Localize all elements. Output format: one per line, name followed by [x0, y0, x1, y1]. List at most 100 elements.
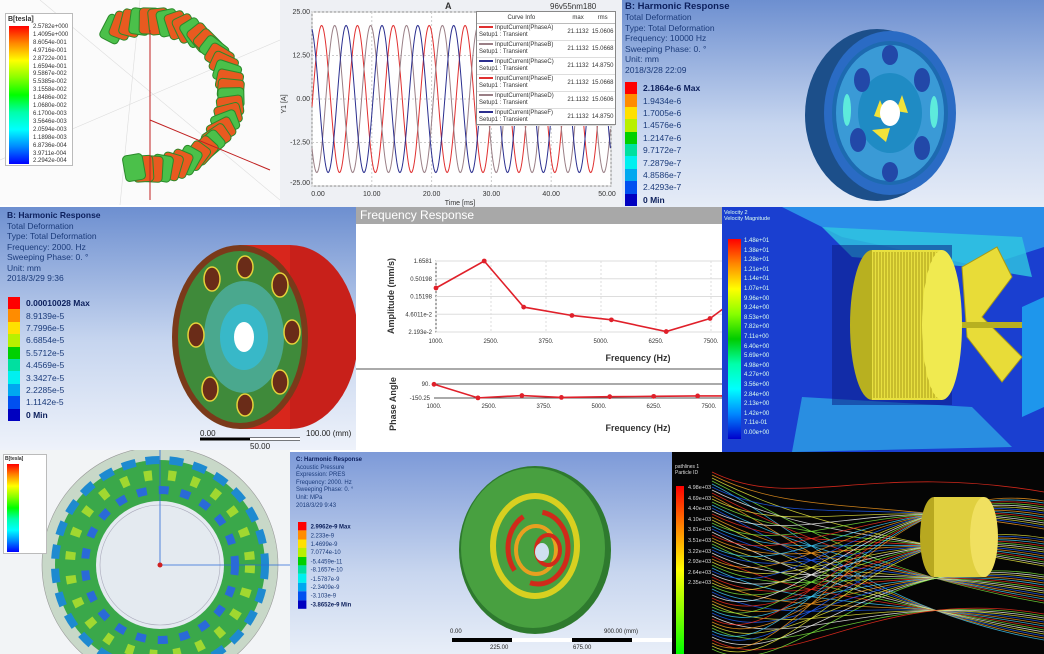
phase-frequency-tick-label: 3750.: [536, 404, 551, 410]
legend-swatch: [8, 297, 20, 310]
series-swatch: [479, 111, 493, 114]
legend-item: 2.233e-9: [298, 530, 351, 540]
result-info-line: Type: Total Deformation: [7, 231, 97, 241]
result-info-line: 2018/3/28 22:09: [625, 64, 687, 75]
curve-setup: Setup1 : Transient: [479, 66, 528, 72]
result-info-line: Unit: mm: [7, 262, 41, 273]
phase-frequency-tick-label: 6250.: [646, 404, 661, 410]
y-tick-label: 0.00: [296, 96, 310, 103]
pathline: [711, 608, 1044, 640]
legend-value: 7.11e-01: [744, 420, 768, 427]
legend-item: 4.4569e-5: [8, 358, 90, 372]
legend-value: 2.2285e-5: [26, 384, 65, 395]
current-series-line: [311, 24, 611, 174]
legend-header-rms: rms: [597, 14, 608, 21]
result-info-line: Sweeping Phase: 0. °: [7, 252, 89, 262]
result-header: B: Harmonic Response: [7, 210, 101, 220]
phase-axis-label: Phase Angle: [388, 377, 398, 431]
legend-value: 8.53e+00: [744, 314, 770, 321]
legend-swatch: [625, 156, 637, 169]
legend-title: pathlines 1: [675, 464, 700, 470]
result-info-line: 2018/3/29 9:36: [7, 273, 64, 283]
input-current-chart-panel: A 96v55nm180 Y1 [A] Time [ms] 0.00 10.00 2…: [280, 0, 622, 207]
result-info-line: Frequency: 2000. Hz: [7, 241, 86, 252]
result-info-line: Unit: mm: [625, 54, 659, 64]
scale-end: 100.00 (mm): [306, 429, 352, 438]
legend-item: 2.2285e-5: [8, 383, 90, 397]
legend-value: 3.3427e-5: [26, 372, 65, 383]
result-info: B: Harmonic Response Total Deformation Ty…: [7, 210, 101, 284]
x-tick-label: 10.00: [363, 191, 381, 198]
x-tick-label: 30.00: [483, 191, 501, 198]
legend-item: -1.5787e-9: [298, 574, 351, 583]
curve-legend-row: InputCurrent(PhaseA) Setup1 : Transient 21…: [477, 24, 615, 41]
curve-name: InputCurrent(PhaseF): [495, 110, 554, 116]
phase-x-axis-label: Frequency (Hz): [605, 423, 670, 433]
frequency-tick-label: 7500.: [703, 339, 718, 345]
curve-max: 21.1132: [567, 29, 589, 35]
legend-value: 7.7996e-5: [26, 322, 65, 333]
amplitude-point: [569, 313, 575, 318]
legend-value: 2.84e+00: [744, 391, 770, 398]
legend-value: 3.56e+00: [744, 381, 770, 388]
legend-value: 4.4569e-5: [26, 360, 65, 371]
phase-point: [431, 381, 437, 387]
legend-value: 2.35e+03: [688, 580, 712, 587]
amplitude-point: [433, 285, 439, 291]
legend-item: -3.8652e-9 Min: [298, 600, 351, 609]
legend-item: 7.7996e-5: [8, 321, 90, 335]
curve-legend-row: InputCurrent(PhaseC) Setup1 : Transient 21…: [477, 58, 615, 75]
legend-value: 8.6054e-001: [33, 39, 67, 46]
amplitude-tick-label: 0.50198: [410, 277, 432, 283]
legend-swatch: [298, 539, 307, 549]
legend-value: 6.6854e-5: [26, 335, 65, 346]
harmonic-response-2k-panel: B: Harmonic Response Total Deformation Ty…: [0, 207, 356, 450]
curve-max: 21.1132: [567, 97, 589, 103]
legend-value: 3.9711e-004: [33, 150, 67, 157]
scale-start: 0.00: [450, 629, 462, 635]
legend-title: B[tesla]: [5, 456, 24, 462]
phase-tick-label: 90.: [422, 382, 431, 388]
velocity-legend: Velocity 2 Velocity Magnitude: [724, 210, 770, 222]
result-info-line: Total Deformation: [7, 220, 74, 231]
series-swatch: [479, 60, 493, 63]
legend-value: 1.28e+01: [744, 257, 770, 264]
frequency-tick-label: 5000.: [593, 339, 608, 345]
legend-colorbar: [676, 486, 684, 654]
disk-pressure-render: [452, 466, 672, 642]
legend-header-max: max: [572, 14, 584, 21]
phase-point: [695, 393, 701, 399]
scale-end: 900.00 (mm): [604, 629, 639, 635]
legend-value: -8.1657e-10: [310, 566, 343, 574]
phase-point: [475, 395, 481, 401]
curve-name: InputCurrent(PhaseE): [495, 76, 554, 82]
phase-line: [433, 383, 722, 399]
legend-value: 2.5782e+000: [33, 24, 69, 30]
legend-item: 1.2147e-6: [625, 131, 700, 144]
result-header: C: Harmonic Response: [296, 457, 363, 463]
result-info-line: Expression: PRES: [296, 472, 346, 479]
legend-value: 9.5867e-002: [33, 71, 67, 78]
legend-value: 1.2147e-6: [643, 132, 682, 143]
amplitude-tick-label: 2.193e-2: [408, 330, 432, 336]
legend-value: 2.93e+03: [688, 559, 712, 566]
legend-value: 1.14e+01: [744, 276, 770, 283]
wheel-deformation-render: [172, 245, 356, 441]
curve-info-legend: Curve Info max rms InputCurrent(PhaseA) S…: [476, 11, 616, 126]
amplitude-point: [481, 258, 487, 264]
legend-item: 2.1864e-6 Max: [625, 82, 700, 95]
curve-legend-row: InputCurrent(PhaseD) Setup1 : Transient 21…: [477, 92, 615, 109]
pathlines-panel: pathlines 1 Particle ID 4.98e+03 4.69e+03 4…: [672, 452, 1044, 654]
legend-value: 0 Min: [643, 194, 665, 205]
legend-value: 4.98e+00: [744, 362, 770, 369]
chart-title: A: [445, 1, 452, 11]
curve-setup: Setup1 : Transient: [479, 83, 528, 89]
legend-swatch: [8, 358, 20, 372]
legend-swatch: [8, 371, 20, 384]
legend-swatch: [625, 82, 637, 95]
legend-value: 2.64e+03: [688, 569, 712, 576]
pathline: [711, 471, 1044, 493]
result-info-line: Sweeping Phase: 0. °: [625, 43, 707, 54]
legend-item: 0 Min: [625, 193, 700, 206]
legend-value: 1.4576e-6: [643, 120, 682, 131]
